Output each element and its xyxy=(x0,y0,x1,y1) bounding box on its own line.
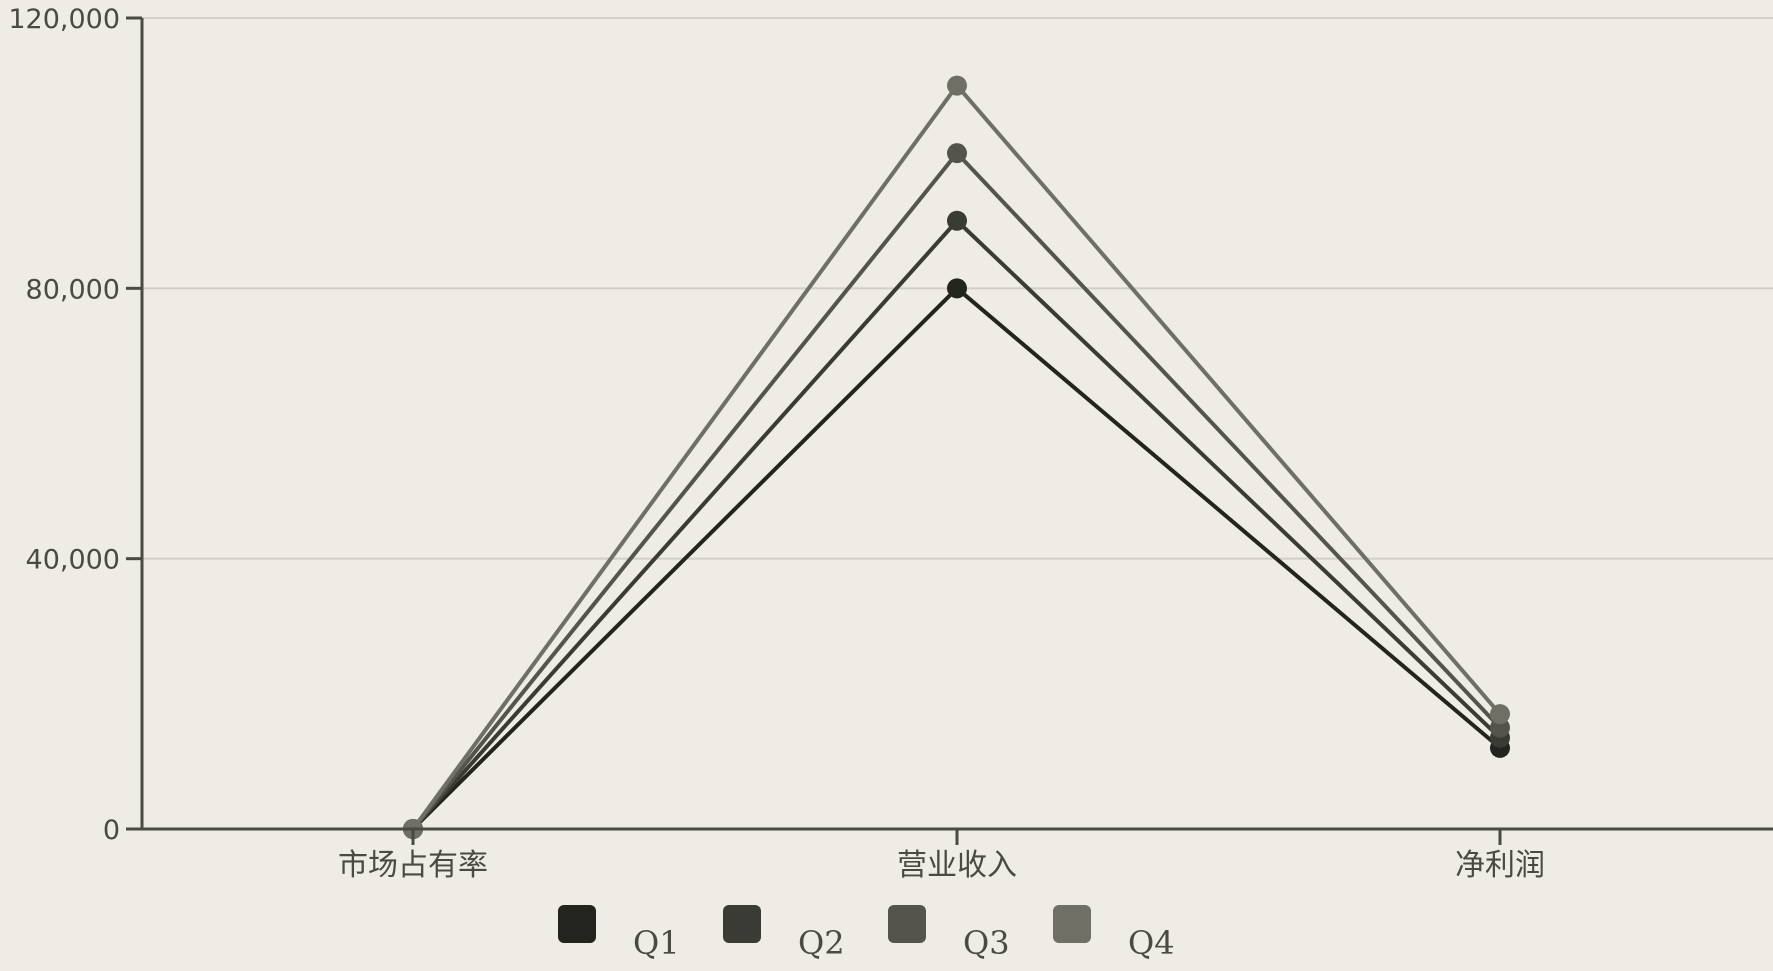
data-point-q1-1 xyxy=(947,278,967,299)
data-point-q2-1 xyxy=(947,210,967,231)
legend-swatch-q4 xyxy=(1053,905,1091,943)
series-line-q4 xyxy=(411,83,1502,831)
series-lines xyxy=(403,75,1510,839)
x-tick-label-0: 市场占有率 xyxy=(338,848,488,883)
axes: 0 40,000 80,000 120,000 市场占有率 营业收入 净利润 xyxy=(8,4,1773,883)
legend-swatch-q2 xyxy=(723,905,761,943)
legend-swatch-q3 xyxy=(888,905,926,943)
legend-label-q3: Q3 xyxy=(963,924,1010,962)
data-point-q3-1 xyxy=(947,143,967,164)
legend-swatch-q1 xyxy=(558,905,596,943)
x-tick-label-1: 营业收入 xyxy=(897,848,1017,883)
y-tick-label-3: 120,000 xyxy=(8,4,120,35)
x-tick-label-2: 净利润 xyxy=(1455,848,1545,883)
series-line-q3 xyxy=(411,151,1502,831)
data-point-q4-2 xyxy=(1490,704,1510,725)
legend-label-q2: Q2 xyxy=(798,924,845,962)
y-tick-label-0: 0 xyxy=(103,815,120,846)
data-point-q4-1 xyxy=(947,75,967,96)
y-tick-label-2: 80,000 xyxy=(26,274,120,305)
legend-label-q1: Q1 xyxy=(633,924,680,962)
y-tick-label-1: 40,000 xyxy=(26,545,120,576)
legend-label-q4: Q4 xyxy=(1128,924,1175,962)
legend: Q1 Q2 Q3 Q4 xyxy=(558,905,1175,962)
